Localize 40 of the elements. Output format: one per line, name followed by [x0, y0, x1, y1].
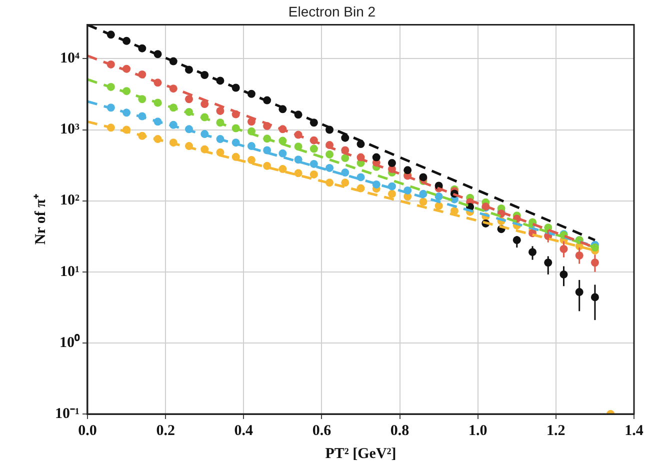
x-tick-label: 0.4 — [234, 422, 254, 439]
point — [404, 166, 412, 174]
point — [294, 169, 302, 178]
y-tick-label: 10¹ — [60, 264, 80, 280]
point — [278, 149, 287, 158]
y-tick-label: 10⁴ — [60, 50, 80, 67]
y-tick-label: 10⁰ — [59, 332, 80, 351]
point — [278, 165, 287, 174]
x-tick-label: 1.4 — [624, 422, 644, 439]
point — [388, 159, 396, 168]
x-tick-label: 0.0 — [78, 422, 97, 439]
y-tick-label: 10² — [60, 192, 80, 209]
point — [419, 198, 428, 206]
point — [341, 154, 350, 162]
point — [434, 192, 443, 201]
y-axis-title: Nr of π⁺ — [32, 194, 49, 245]
x-tick-label: 1.0 — [468, 422, 488, 439]
point — [341, 178, 350, 187]
x-axis-title: PT² [GeV²] — [325, 446, 396, 462]
y-tick-label: 10³ — [60, 122, 80, 138]
point — [263, 162, 272, 170]
x-tick-label: 1.2 — [546, 422, 566, 439]
point — [310, 170, 318, 178]
point — [326, 164, 334, 172]
point — [310, 144, 318, 153]
point — [184, 95, 193, 104]
point — [247, 156, 256, 164]
x-tick-label: 0.2 — [156, 422, 175, 439]
point — [294, 156, 302, 164]
x-tick-label: 0.6 — [312, 422, 332, 439]
y-tick-label: 10⁻¹ — [54, 406, 80, 422]
point — [388, 190, 396, 198]
chart-title: Electron Bin 2 — [288, 3, 376, 20]
x-tick-label: 0.8 — [390, 422, 410, 439]
point — [326, 150, 334, 158]
point — [310, 160, 318, 168]
point — [341, 168, 350, 177]
point — [434, 202, 443, 210]
point — [372, 153, 380, 162]
point — [216, 106, 224, 115]
